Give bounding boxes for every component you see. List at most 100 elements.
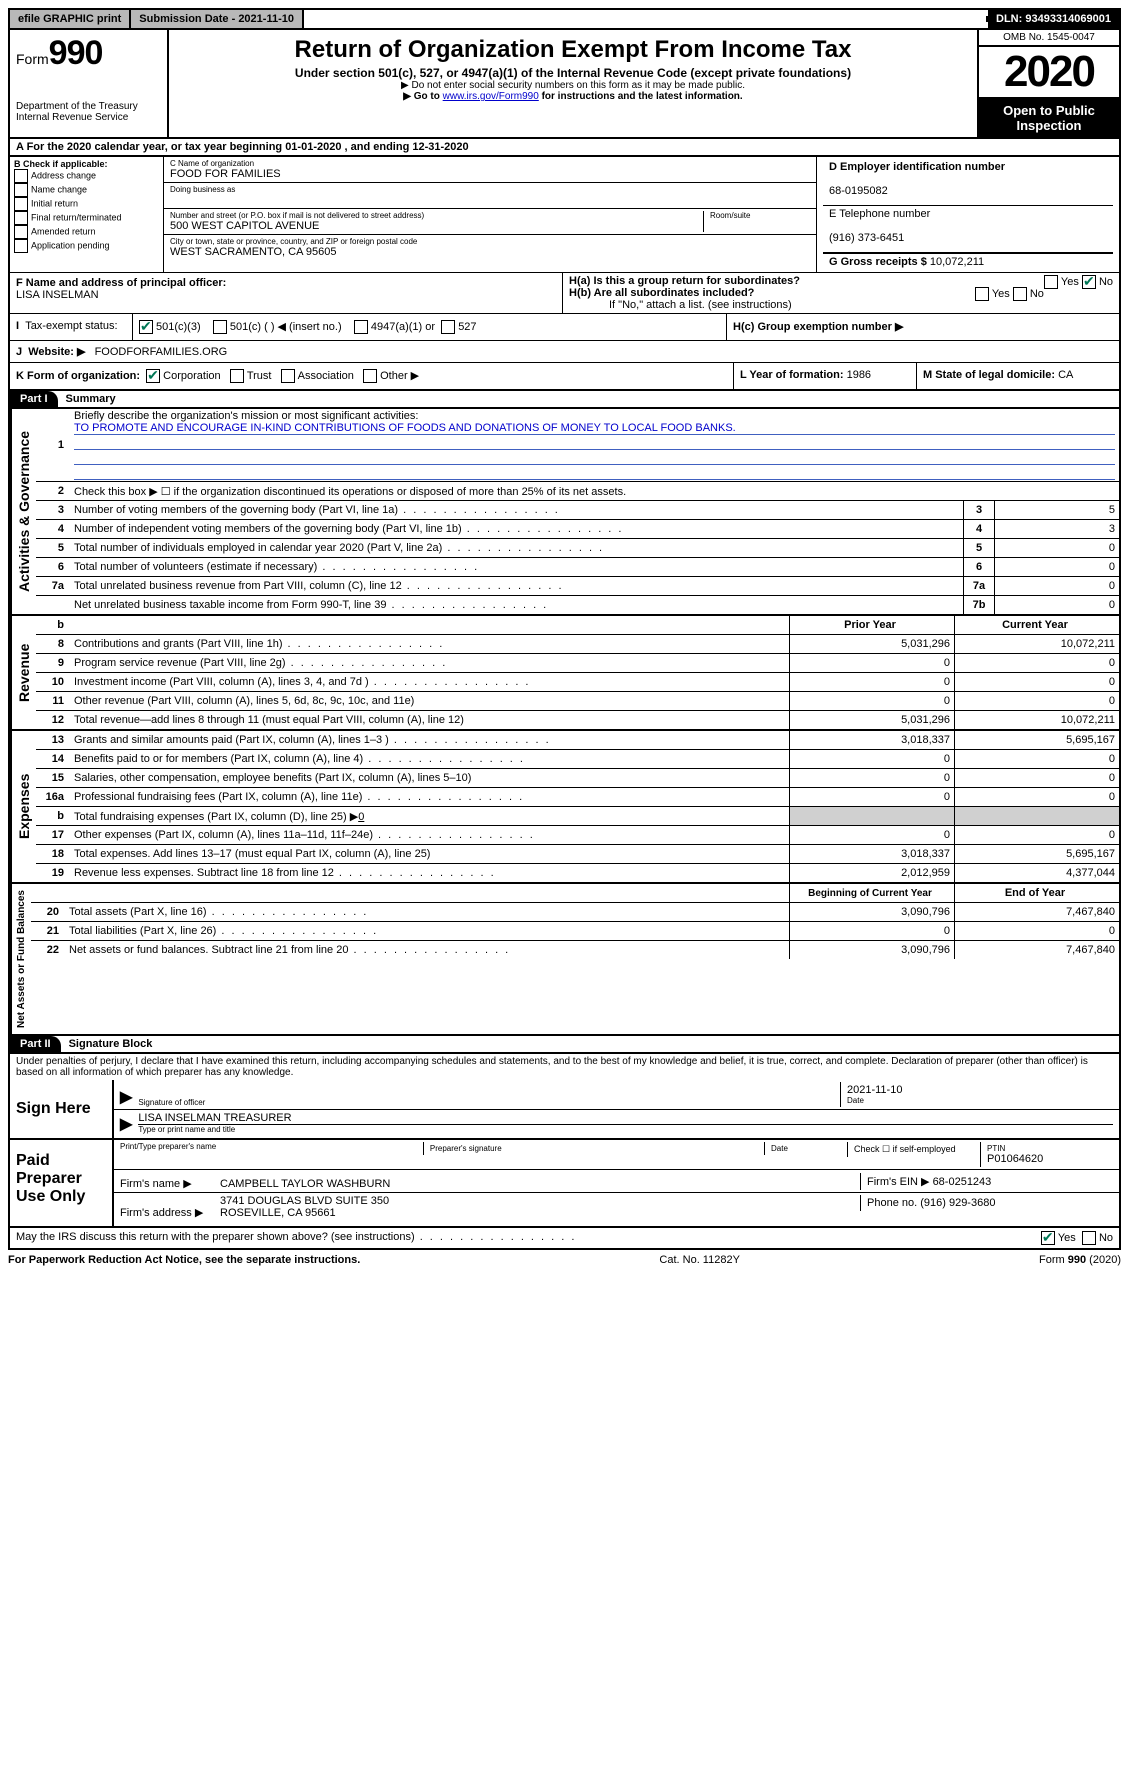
discuss-row: May the IRS discuss this return with the… — [8, 1228, 1121, 1250]
addr-label: Number and street (or P.O. box if mail i… — [170, 211, 703, 220]
l11-prior: 0 — [789, 692, 954, 710]
h-a-label: H(a) Is this a group return for subordin… — [569, 275, 800, 287]
footer-left: For Paperwork Reduction Act Notice, see … — [8, 1254, 360, 1266]
l7b-label: Net unrelated business taxable income fr… — [70, 598, 963, 612]
sig-date-label: Date — [847, 1096, 1107, 1105]
cb-trust[interactable]: Trust — [247, 370, 272, 382]
discuss-label: May the IRS discuss this return with the… — [16, 1231, 1041, 1245]
l20-current: 7,467,840 — [954, 903, 1119, 921]
sign-here-block: Sign Here ▶ Signature of officer 2021-11… — [8, 1080, 1121, 1140]
l21-prior: 0 — [789, 922, 954, 940]
box-b-label: B Check if applicable: — [14, 159, 108, 169]
cb-initial-return[interactable]: Initial return — [31, 198, 78, 208]
submission-date: Submission Date - 2021-11-10 — [131, 10, 304, 28]
sign-here-label: Sign Here — [10, 1080, 114, 1138]
paid-preparer-block: Paid Preparer Use Only Print/Type prepar… — [8, 1140, 1121, 1228]
open-to-public: Open to Public Inspection — [979, 99, 1119, 137]
page-footer: For Paperwork Reduction Act Notice, see … — [8, 1250, 1121, 1266]
l20-prior: 3,090,796 — [789, 903, 954, 921]
l19-prior: 2,012,959 — [789, 864, 954, 882]
h-b-label: H(b) Are all subordinates included? — [569, 287, 754, 299]
cb-501c[interactable]: 501(c) ( ) ◀ (insert no.) — [230, 321, 342, 333]
phone-label: E Telephone number — [829, 208, 930, 220]
l5-value: 0 — [994, 539, 1119, 557]
l8-label: Contributions and grants (Part VIII, lin… — [70, 637, 789, 651]
l10-label: Investment income (Part VIII, column (A)… — [70, 675, 789, 689]
efile-print-button[interactable]: efile GRAPHIC print — [10, 10, 131, 28]
mission-text: TO PROMOTE AND ENCOURAGE IN-KIND CONTRIB… — [74, 422, 1115, 435]
tax-exempt-label: Tax-exempt status: — [25, 320, 117, 332]
l19-current: 4,377,044 — [954, 864, 1119, 882]
omb-number: OMB No. 1545-0047 — [979, 30, 1119, 47]
l21-current: 0 — [954, 922, 1119, 940]
cb-address-change[interactable]: Address change — [31, 170, 96, 180]
cb-final-return[interactable]: Final return/terminated — [31, 212, 122, 222]
l11-label: Other revenue (Part VIII, column (A), li… — [70, 694, 789, 708]
l19-label: Revenue less expenses. Subtract line 18 … — [70, 866, 789, 880]
cb-4947[interactable]: 4947(a)(1) or — [371, 321, 435, 333]
part1-revenue: Revenue bPrior YearCurrent Year 8Contrib… — [8, 616, 1121, 731]
perjury-statement: Under penalties of perjury, I declare th… — [8, 1054, 1121, 1080]
cb-other[interactable]: Other ▶ — [380, 370, 419, 382]
tab-expenses: Expenses — [10, 731, 36, 882]
l18-prior: 3,018,337 — [789, 845, 954, 863]
l7a-label: Total unrelated business revenue from Pa… — [70, 579, 963, 593]
l10-prior: 0 — [789, 673, 954, 691]
l7b-value: 0 — [994, 596, 1119, 614]
note-ssn: ▶ Do not enter social security numbers o… — [179, 80, 967, 91]
city-state-zip: WEST SACRAMENTO, CA 95605 — [170, 246, 810, 258]
l3-label: Number of voting members of the governin… — [70, 503, 963, 517]
col-current: Current Year — [954, 616, 1119, 634]
l9-label: Program service revenue (Part VIII, line… — [70, 656, 789, 670]
irs-link[interactable]: www.irs.gov/Form990 — [443, 91, 539, 102]
cb-501c3[interactable]: 501(c)(3) — [156, 321, 201, 333]
officer-printed-name: LISA INSELMAN TREASURER — [138, 1112, 1113, 1125]
l17-label: Other expenses (Part IX, column (A), lin… — [70, 828, 789, 842]
dln: DLN: 93493314069001 — [988, 10, 1119, 28]
discuss-yes[interactable]: Yes — [1058, 1232, 1076, 1244]
discuss-no[interactable]: No — [1099, 1232, 1113, 1244]
prep-sig-label: Preparer's signature — [430, 1144, 758, 1153]
note-goto: ▶ Go to www.irs.gov/Form990 for instruct… — [179, 91, 967, 102]
l18-current: 5,695,167 — [954, 845, 1119, 863]
firm-name-label: Firm's name ▶ — [120, 1177, 220, 1190]
ein-value: 68-0195082 — [829, 185, 888, 197]
l10-current: 0 — [954, 673, 1119, 691]
cb-corporation[interactable]: Corporation — [163, 370, 220, 382]
l17-current: 0 — [954, 826, 1119, 844]
l8-current: 10,072,211 — [954, 635, 1119, 653]
l22-prior: 3,090,796 — [789, 941, 954, 959]
sig-officer-label: Signature of officer — [138, 1098, 840, 1107]
l14-prior: 0 — [789, 750, 954, 768]
prep-date-label: Date — [771, 1144, 841, 1153]
line-a-period: A For the 2020 calendar year, or tax yea… — [8, 139, 1121, 157]
sig-date-value: 2021-11-10 — [847, 1084, 1107, 1096]
officer-label: F Name and address of principal officer: — [16, 277, 226, 289]
l6-value: 0 — [994, 558, 1119, 576]
firm-addr1: 3741 DOUGLAS BLVD SUITE 350 — [220, 1195, 860, 1207]
gross-receipts-value: 10,072,211 — [930, 256, 984, 268]
cb-association[interactable]: Association — [298, 370, 354, 382]
cb-527[interactable]: 527 — [458, 321, 476, 333]
ein-label: D Employer identification number — [829, 161, 1005, 173]
l16a-prior: 0 — [789, 788, 954, 806]
cb-amended[interactable]: Amended return — [31, 226, 96, 236]
l2-label: Check this box ▶ ☐ if the organization d… — [70, 484, 1119, 499]
website-label: Website: ▶ — [28, 346, 85, 358]
firm-ein: 68-0251243 — [933, 1176, 992, 1188]
self-employed-check[interactable]: Check ☐ if self-employed — [847, 1142, 980, 1157]
form-title: Return of Organization Exempt From Incom… — [179, 36, 967, 64]
l14-label: Benefits paid to or for members (Part IX… — [70, 752, 789, 766]
ptin-value: P01064620 — [987, 1153, 1107, 1165]
cb-name-change[interactable]: Name change — [31, 184, 87, 194]
form-number: Form990 — [16, 34, 161, 73]
website-value[interactable]: FOODFORFAMILIES.ORG — [95, 346, 228, 358]
l9-prior: 0 — [789, 654, 954, 672]
l6-label: Total number of volunteers (estimate if … — [70, 560, 963, 574]
cb-application-pending[interactable]: Application pending — [31, 240, 110, 250]
l13-prior: 3,018,337 — [789, 731, 954, 749]
l11-current: 0 — [954, 692, 1119, 710]
firm-addr-label: Firm's address ▶ — [120, 1206, 220, 1219]
year-formation-label: L Year of formation: — [740, 369, 844, 381]
phone-value: (916) 373-6451 — [829, 232, 904, 244]
